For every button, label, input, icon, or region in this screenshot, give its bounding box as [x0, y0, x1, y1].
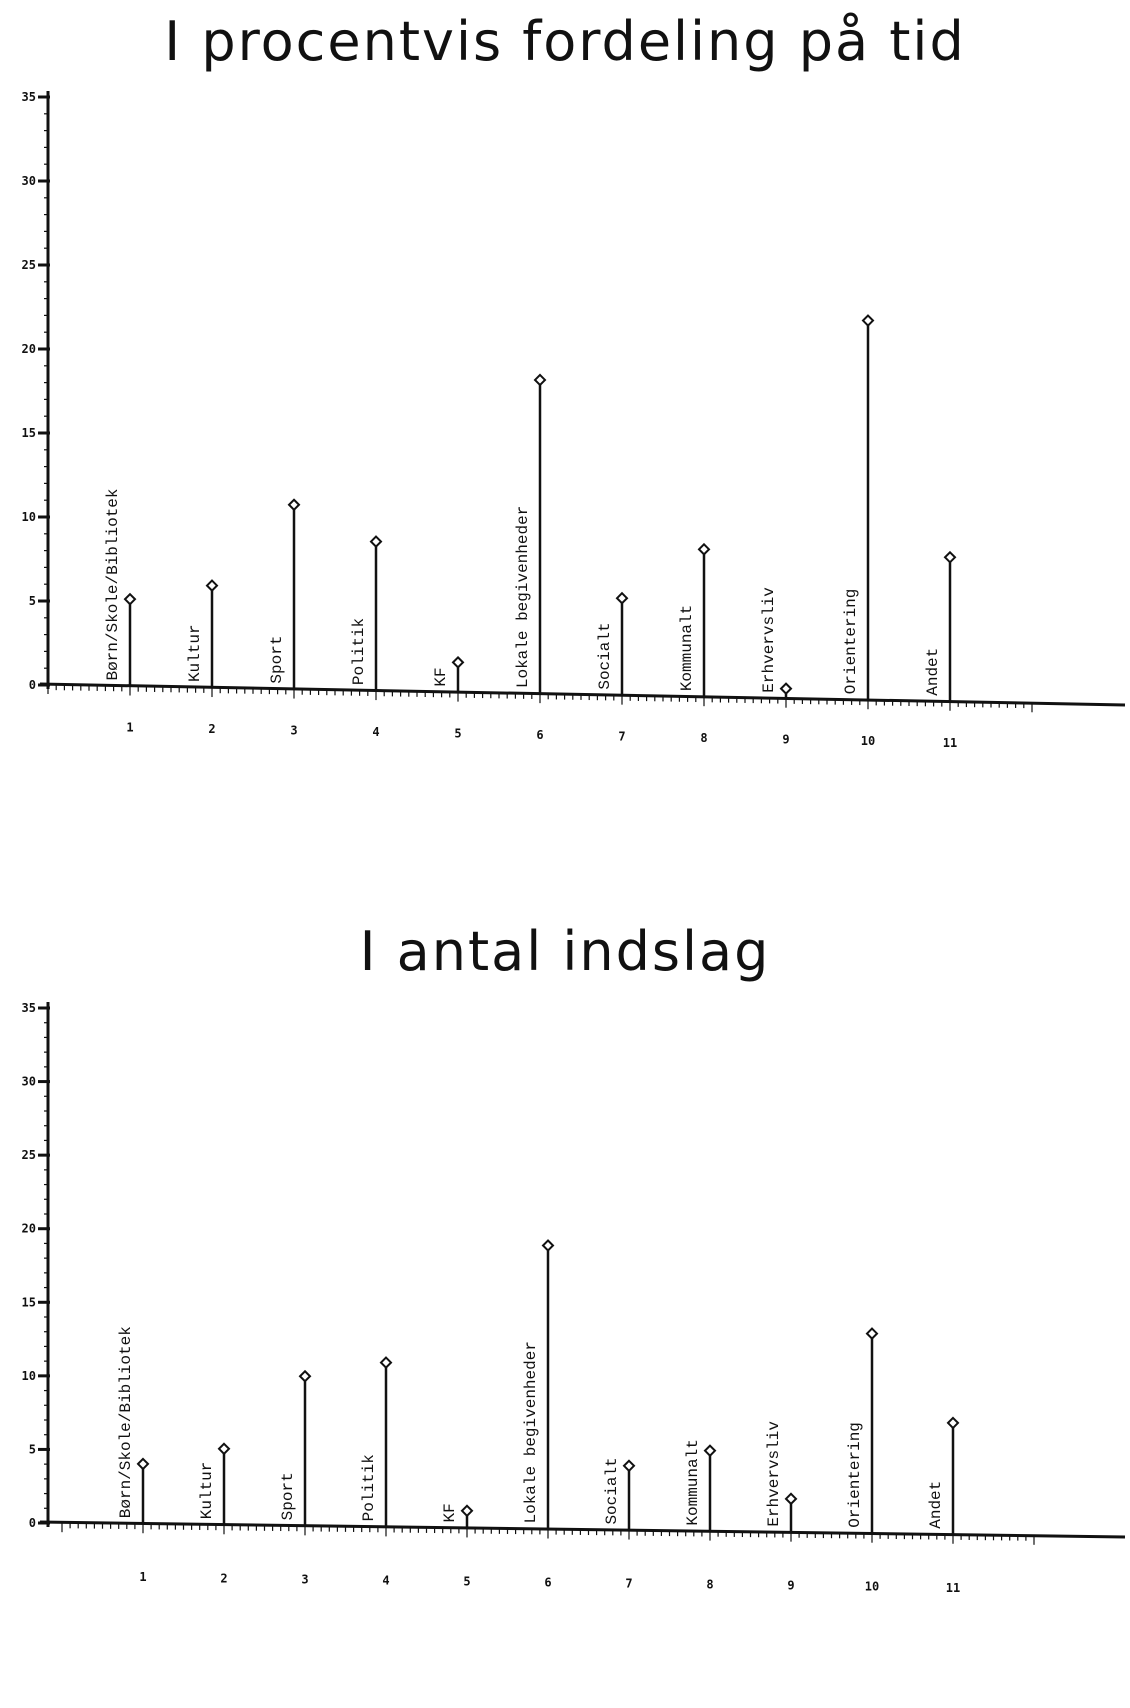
stem-marker: [217, 1442, 231, 1456]
category-label: Børn/Skole/Bibliotek: [104, 488, 122, 680]
stem-marker: [298, 1369, 312, 1383]
y-tick-label: 20: [22, 1222, 36, 1236]
x-tick-label: 6: [544, 1575, 551, 1589]
category-label: Sport: [268, 636, 286, 684]
stem-chart-time-distribution: 05101520253035Børn/Skole/Bibliotek1Kultu…: [22, 90, 1126, 750]
stem-marker: [861, 314, 875, 327]
category-label: Politik: [360, 1454, 378, 1521]
y-tick-label: 5: [29, 1442, 36, 1456]
x-tick-label: 10: [861, 734, 875, 748]
x-tick-label: 9: [787, 1579, 794, 1593]
category-label: Lokale begivenheder: [514, 506, 532, 688]
y-tick-label: 5: [29, 594, 36, 608]
category-label: Børn/Skole/Bibliotek: [117, 1326, 135, 1518]
stem-marker: [622, 1459, 636, 1473]
x-tick-label: 7: [625, 1577, 632, 1591]
y-tick-label: 25: [22, 258, 36, 272]
x-tick-label: 7: [618, 730, 625, 744]
stem-marker: [865, 1327, 879, 1341]
y-tick-label: 15: [22, 426, 36, 440]
category-label: Sport: [279, 1472, 297, 1520]
y-tick-label: 30: [22, 1075, 36, 1089]
stem-marker: [784, 1492, 798, 1506]
x-tick-label: 5: [463, 1574, 470, 1588]
y-tick-label: 0: [29, 678, 36, 692]
stem-marker: [697, 542, 711, 556]
category-label: Andet: [927, 1481, 945, 1529]
y-tick-label: 25: [22, 1148, 36, 1162]
x-axis-line: [39, 682, 1126, 707]
category-label: Socialt: [603, 1457, 621, 1524]
x-tick-label: 11: [946, 1581, 960, 1595]
category-label: Kommunalt: [684, 1439, 702, 1525]
category-label: Andet: [924, 648, 942, 696]
x-tick-label: 6: [536, 728, 543, 742]
x-tick-label: 3: [290, 724, 297, 738]
chart-title-item-count: I antal indslag: [359, 920, 771, 983]
chart-title-time-distribution: I procentvis fordeling på tid: [164, 10, 966, 73]
stem-marker: [779, 682, 793, 696]
x-tick-label: 8: [706, 1578, 713, 1592]
x-tick-label: 9: [782, 733, 789, 747]
y-tick-label: 10: [22, 1369, 36, 1383]
stem-marker: [123, 592, 137, 606]
category-label: Erhvervsliv: [765, 1421, 783, 1527]
category-label: Kultur: [186, 624, 204, 682]
x-tick-label: 8: [700, 731, 707, 745]
x-tick-label: 3: [301, 1572, 308, 1586]
stem-marker: [287, 498, 301, 512]
x-tick-label: 10: [865, 1580, 879, 1594]
y-tick-label: 0: [29, 1516, 36, 1530]
stem-marker: [369, 535, 383, 548]
x-tick-label: 1: [139, 1570, 146, 1584]
stem-marker: [703, 1444, 717, 1458]
stem-marker: [533, 373, 547, 387]
stem-marker: [379, 1356, 393, 1370]
category-label: Kultur: [198, 1462, 216, 1520]
stem-marker: [541, 1239, 555, 1252]
category-label: Politik: [350, 618, 368, 685]
y-tick-label: 35: [22, 1001, 36, 1015]
category-label: Kommunalt: [678, 605, 696, 691]
x-axis-line: [39, 1520, 1126, 1539]
stem-marker: [615, 591, 629, 605]
x-tick-label: 11: [943, 736, 957, 750]
category-label: Orientering: [846, 1422, 864, 1528]
y-tick-label: 30: [22, 174, 36, 188]
stem-marker: [451, 655, 465, 669]
x-tick-label: 1: [126, 721, 133, 735]
x-tick-label: 4: [382, 1573, 389, 1587]
stem-marker: [946, 1416, 960, 1430]
x-tick-label: 5: [454, 727, 461, 741]
stem-marker: [943, 550, 957, 564]
stem-marker: [136, 1457, 150, 1471]
category-label: KF: [441, 1503, 459, 1522]
y-tick-label: 35: [22, 90, 36, 104]
category-label: Erhvervsliv: [760, 587, 778, 693]
stem-marker: [205, 579, 219, 592]
stem-marker: [460, 1504, 474, 1518]
x-tick-label: 2: [220, 1571, 227, 1585]
x-tick-label: 4: [372, 725, 379, 739]
y-tick-label: 10: [22, 510, 36, 524]
stem-chart-item-count: 05101520253035Børn/Skole/Bibliotek1Kultu…: [22, 1001, 1126, 1595]
category-label: KF: [432, 667, 450, 686]
y-tick-label: 20: [22, 342, 36, 356]
category-label: Lokale begivenheder: [522, 1341, 540, 1523]
category-label: Socialt: [596, 622, 614, 689]
category-label: Orientering: [842, 589, 860, 695]
y-tick-label: 15: [22, 1295, 36, 1309]
x-tick-label: 2: [208, 722, 215, 736]
